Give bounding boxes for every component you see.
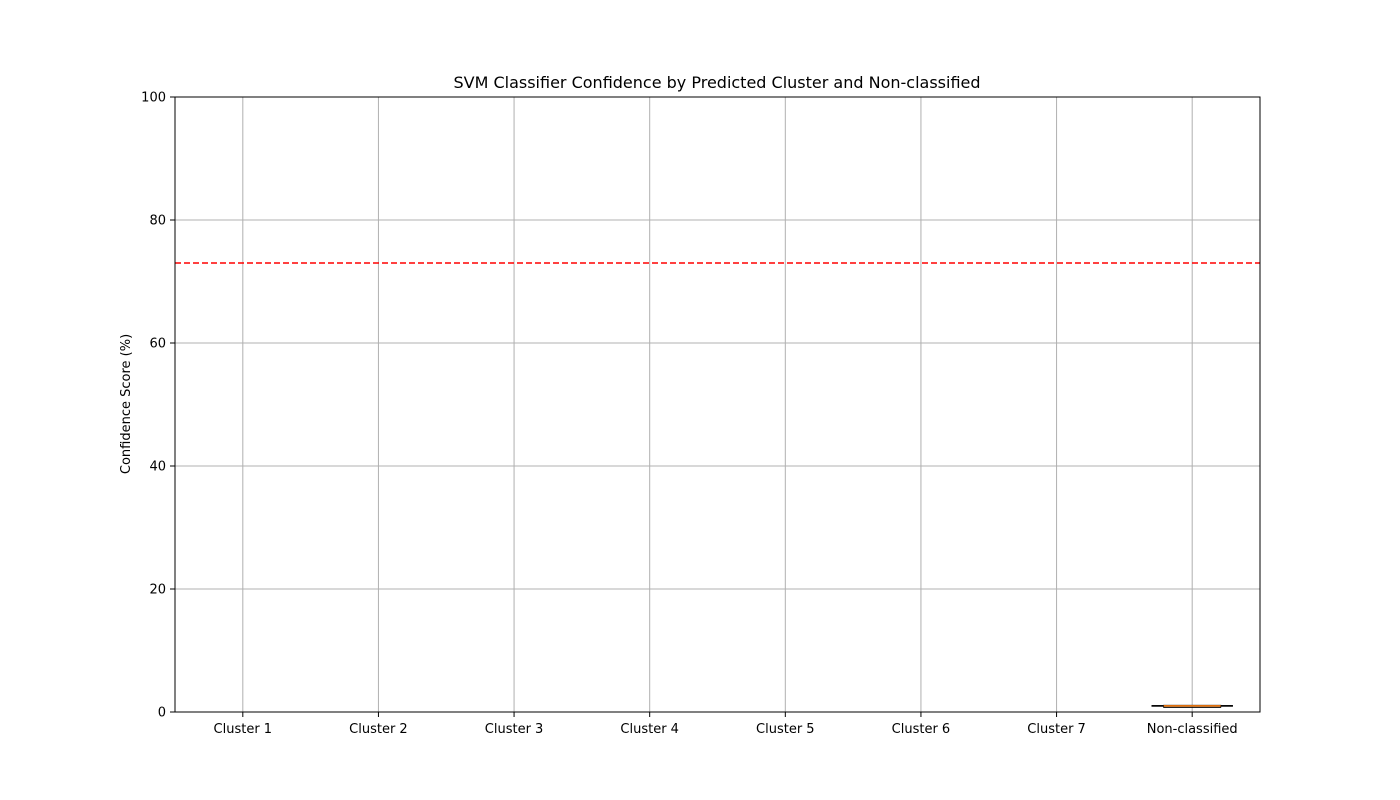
x-tick-label: Cluster 6 [892,722,951,737]
x-tick-label: Cluster 3 [485,722,544,737]
chart-title: SVM Classifier Confidence by Predicted C… [453,73,980,92]
x-tick-label: Cluster 7 [1027,722,1086,737]
y-axis-label: Confidence Score (%) [119,334,134,474]
y-tick-label: 20 [149,583,166,598]
y-tick-label: 60 [149,337,166,352]
y-ticks: 0 20 40 60 80 100 [141,91,175,721]
x-tick-label: Non-classified [1147,722,1238,737]
plot-frame [174,96,1261,713]
x-tick-label: Cluster 5 [756,722,815,737]
x-ticks: Cluster 1 Cluster 2 Cluster 3 Cluster 4 Clus… [214,712,1238,737]
box-layer [1151,704,1233,708]
y-tick-label: 80 [149,214,166,229]
y-tick-label: 40 [149,460,166,475]
x-tick-label: Cluster 1 [214,722,273,737]
y-tick-label: 0 [158,706,166,721]
y-tick-label: 100 [141,91,166,106]
x-tick-label: Cluster 4 [620,722,679,737]
x-tick-label: Cluster 2 [349,722,408,737]
